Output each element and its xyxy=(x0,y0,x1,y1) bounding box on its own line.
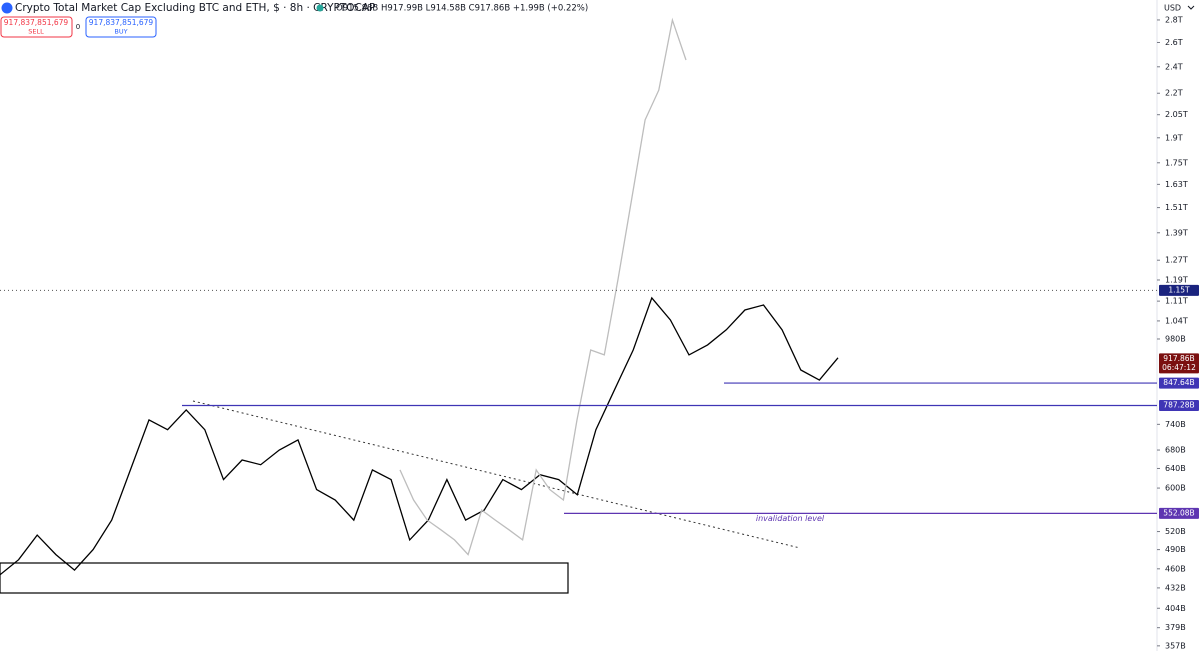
sell-price[interactable]: 917,837,851,679 xyxy=(4,18,69,27)
y-tick-label: 600B xyxy=(1165,484,1186,493)
currency[interactable]: USD xyxy=(1164,4,1181,13)
y-tick-label: 520B xyxy=(1165,527,1186,536)
price-line xyxy=(0,296,839,576)
buy-label[interactable]: BUY xyxy=(114,28,127,36)
price-label: 847.64B xyxy=(1163,378,1194,387)
y-tick-label: 2.2T xyxy=(1165,89,1183,98)
price-label: 552.08B xyxy=(1163,508,1194,517)
buy-button[interactable]: 917,837,851,679 BUY xyxy=(85,16,157,38)
y-tick-label: 1.51T xyxy=(1165,203,1188,212)
buy-box[interactable] xyxy=(85,16,157,38)
y-tick-label: 1.9T xyxy=(1165,133,1183,142)
y-tick-label: 2.8T xyxy=(1165,15,1183,24)
spread: 0 xyxy=(76,23,80,31)
price-label-box xyxy=(1159,353,1199,374)
y-tick-label: 1.63T xyxy=(1165,180,1188,189)
sell-label[interactable]: SELL xyxy=(28,28,44,36)
level-annotation: invalidation level xyxy=(756,514,825,523)
y-tick-label: 980B xyxy=(1165,334,1186,343)
price-label: 917.86B xyxy=(1163,354,1194,363)
y-tick-label: 1.19T xyxy=(1165,275,1188,284)
ohlc: O915.88B H917.99B L914.58B C917.86B +1.9… xyxy=(336,4,588,14)
y-tick-label: 357B xyxy=(1165,641,1186,650)
buy-price[interactable]: 917,837,851,679 xyxy=(89,18,154,27)
support-box xyxy=(0,562,569,594)
y-tick-label: 740B xyxy=(1165,420,1186,429)
sell-button[interactable]: 917,837,851,679 SELL xyxy=(0,16,73,38)
y-tick-label: 1.04T xyxy=(1165,316,1188,325)
y-tick-label: 1.11T xyxy=(1165,297,1188,306)
countdown: 06:47:12 xyxy=(1162,363,1196,372)
y-tick-label: 1.39T xyxy=(1165,228,1188,237)
y-tick-label: 2.4T xyxy=(1165,62,1183,71)
y-tick-label: 680B xyxy=(1165,446,1186,455)
price-label-box xyxy=(1159,284,1199,296)
y-tick-label: 2.05T xyxy=(1165,110,1188,119)
y-tick-label: 2.6T xyxy=(1165,38,1183,47)
y-tick-label: 460B xyxy=(1165,564,1186,573)
y-tick-label: 379B xyxy=(1165,623,1186,632)
currency-dropdown[interactable] xyxy=(1187,5,1195,10)
price-label-box xyxy=(1159,507,1199,519)
y-tick-label: 490B xyxy=(1165,545,1186,554)
trend-line xyxy=(192,400,801,549)
chart-title: Crypto Total Market Cap Excluding BTC an… xyxy=(15,2,375,14)
market-status xyxy=(316,4,324,12)
price-label-box xyxy=(1159,400,1199,412)
price-label-box xyxy=(1159,377,1199,389)
price-line xyxy=(399,17,687,556)
sell-box[interactable] xyxy=(0,16,73,38)
y-tick-label: 432B xyxy=(1165,583,1186,592)
y-tick-label: 640B xyxy=(1165,464,1186,473)
y-tick-label: 1.75T xyxy=(1165,158,1188,167)
price-label: 1.15T xyxy=(1168,285,1190,294)
price-label: 787.28B xyxy=(1163,401,1194,410)
y-tick-label: 404B xyxy=(1165,604,1186,613)
y-tick-label: 1.27T xyxy=(1165,256,1188,265)
symbol-icon xyxy=(1,2,13,14)
